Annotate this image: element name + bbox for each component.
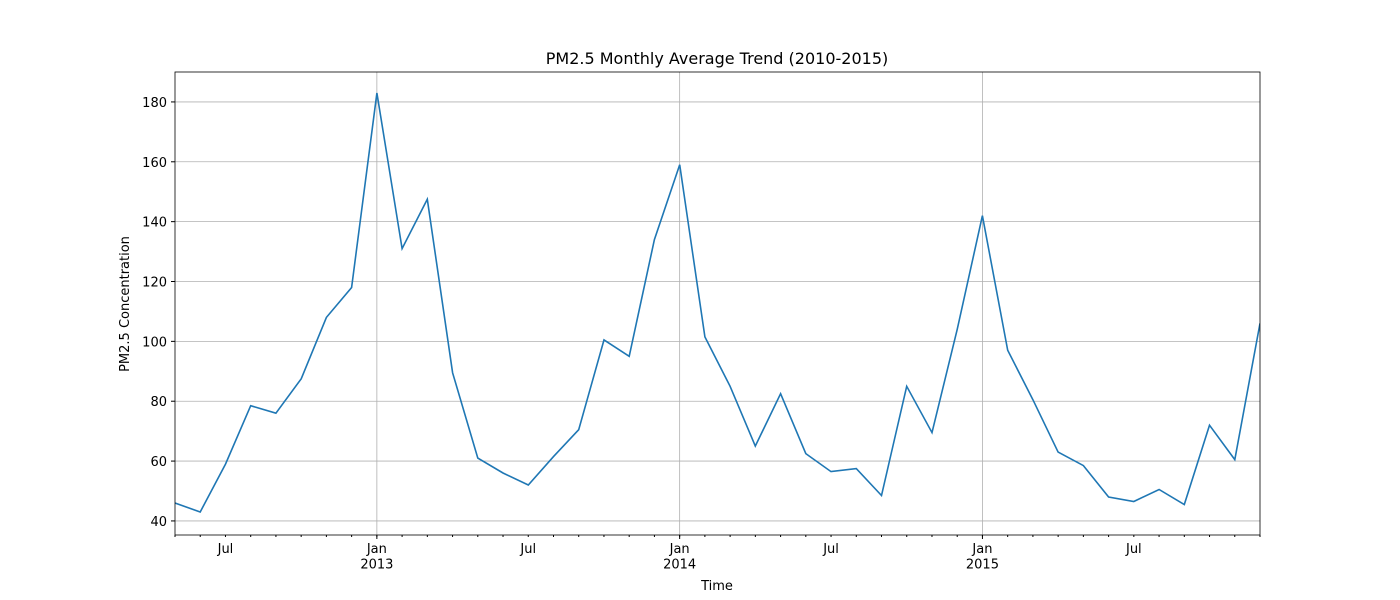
y-tick-label: 140 (142, 216, 167, 231)
data-line (175, 92, 1260, 513)
y-tick-label: 100 (142, 335, 167, 350)
y-axis-label: PM2.5 Concentration (118, 236, 133, 372)
plot-frame (174, 71, 1261, 536)
y-tick-label: 160 (142, 156, 167, 171)
x-tick-label: Jul (1125, 542, 1142, 557)
y-tick-label: 60 (150, 455, 167, 470)
x-tick-label: Jul (822, 542, 839, 557)
x-tick-label: Jul (217, 542, 234, 557)
y-tick-label: 80 (150, 395, 167, 410)
x-tick-label: Jan 2014 (663, 542, 696, 573)
y-tick-label: 40 (150, 515, 167, 530)
x-tick-label: Jul (519, 542, 536, 557)
x-tick-label: Jan 2015 (966, 542, 999, 573)
y-tick-label: 180 (142, 96, 167, 111)
chart-title: PM2.5 Monthly Average Trend (2010-2015) (546, 49, 889, 68)
x-tick-label: Jan 2013 (360, 542, 393, 573)
y-tick-label: 120 (142, 276, 167, 291)
x-axis-label: Time (700, 579, 733, 594)
